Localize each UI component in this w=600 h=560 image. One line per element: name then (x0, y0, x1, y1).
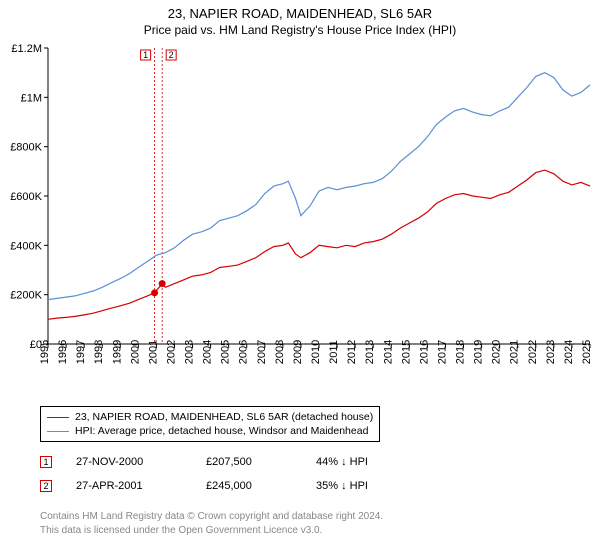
svg-text:1996: 1996 (57, 340, 69, 364)
legend-swatch (47, 431, 69, 432)
svg-text:1: 1 (143, 50, 148, 60)
legend-label: HPI: Average price, detached house, Wind… (75, 424, 368, 438)
svg-text:2010: 2010 (310, 340, 322, 364)
svg-text:2001: 2001 (147, 340, 159, 364)
legend-swatch (47, 417, 69, 418)
svg-text:2023: 2023 (545, 340, 557, 364)
credit-line: This data is licensed under the Open Gov… (40, 524, 383, 538)
sale-hpi-diff: 44% ↓ HPI (316, 456, 406, 468)
line-chart: £0£200K£400K£600K£800K£1M£1.2M1995199619… (0, 42, 600, 402)
credits: Contains HM Land Registry data © Crown c… (40, 510, 383, 537)
svg-text:2015: 2015 (400, 340, 412, 364)
chart-titles: 23, NAPIER ROAD, MAIDENHEAD, SL6 5AR Pri… (0, 0, 600, 37)
legend-item: HPI: Average price, detached house, Wind… (47, 424, 373, 438)
svg-text:2020: 2020 (491, 340, 503, 364)
sale-price: £207,500 (206, 456, 316, 468)
table-row: 1 27-NOV-2000 £207,500 44% ↓ HPI (40, 450, 406, 474)
svg-text:2016: 2016 (418, 340, 430, 364)
svg-text:2005: 2005 (220, 340, 232, 364)
svg-text:2019: 2019 (473, 340, 485, 364)
sale-marker-icon: 2 (40, 480, 52, 492)
sale-price: £245,000 (206, 480, 316, 492)
chart-area: £0£200K£400K£600K£800K£1M£1.2M1995199619… (0, 42, 600, 402)
sale-marker-icon: 1 (40, 456, 52, 468)
svg-text:2022: 2022 (527, 340, 539, 364)
svg-text:£1.2M: £1.2M (11, 43, 42, 55)
svg-text:2014: 2014 (382, 340, 394, 364)
legend-item: 23, NAPIER ROAD, MAIDENHEAD, SL6 5AR (de… (47, 410, 373, 424)
credit-line: Contains HM Land Registry data © Crown c… (40, 510, 383, 524)
svg-text:2008: 2008 (274, 340, 286, 364)
svg-text:2004: 2004 (202, 340, 214, 364)
chart-title: 23, NAPIER ROAD, MAIDENHEAD, SL6 5AR (0, 6, 600, 21)
figure-container: 23, NAPIER ROAD, MAIDENHEAD, SL6 5AR Pri… (0, 0, 600, 560)
svg-text:2002: 2002 (165, 340, 177, 364)
svg-text:2011: 2011 (328, 340, 340, 364)
sale-date: 27-NOV-2000 (76, 456, 206, 468)
svg-text:2007: 2007 (256, 340, 268, 364)
sale-date: 27-APR-2001 (76, 480, 206, 492)
svg-text:2025: 2025 (581, 340, 593, 364)
svg-text:£200K: £200K (10, 290, 42, 302)
svg-text:1997: 1997 (75, 340, 87, 364)
svg-text:£1M: £1M (21, 92, 42, 104)
svg-text:£800K: £800K (10, 142, 42, 154)
svg-text:1999: 1999 (111, 340, 123, 364)
sale-hpi-diff: 35% ↓ HPI (316, 480, 406, 492)
chart-legend: 23, NAPIER ROAD, MAIDENHEAD, SL6 5AR (de… (40, 406, 380, 442)
svg-text:2024: 2024 (563, 340, 575, 364)
svg-text:2013: 2013 (364, 340, 376, 364)
svg-text:2017: 2017 (436, 340, 448, 364)
svg-text:£400K: £400K (10, 240, 42, 252)
svg-text:1995: 1995 (39, 340, 51, 364)
svg-text:2012: 2012 (346, 340, 358, 364)
svg-text:2018: 2018 (455, 340, 467, 364)
svg-text:1998: 1998 (93, 340, 105, 364)
svg-text:2003: 2003 (184, 340, 196, 364)
table-row: 2 27-APR-2001 £245,000 35% ↓ HPI (40, 474, 406, 498)
svg-text:2: 2 (169, 50, 174, 60)
sales-table: 1 27-NOV-2000 £207,500 44% ↓ HPI 2 27-AP… (40, 450, 406, 498)
svg-text:2009: 2009 (292, 340, 304, 364)
svg-text:2000: 2000 (129, 340, 141, 364)
legend-label: 23, NAPIER ROAD, MAIDENHEAD, SL6 5AR (de… (75, 410, 373, 424)
svg-text:2021: 2021 (509, 340, 521, 364)
svg-text:2006: 2006 (238, 340, 250, 364)
svg-text:£600K: £600K (10, 191, 42, 203)
chart-subtitle: Price paid vs. HM Land Registry's House … (0, 23, 600, 37)
